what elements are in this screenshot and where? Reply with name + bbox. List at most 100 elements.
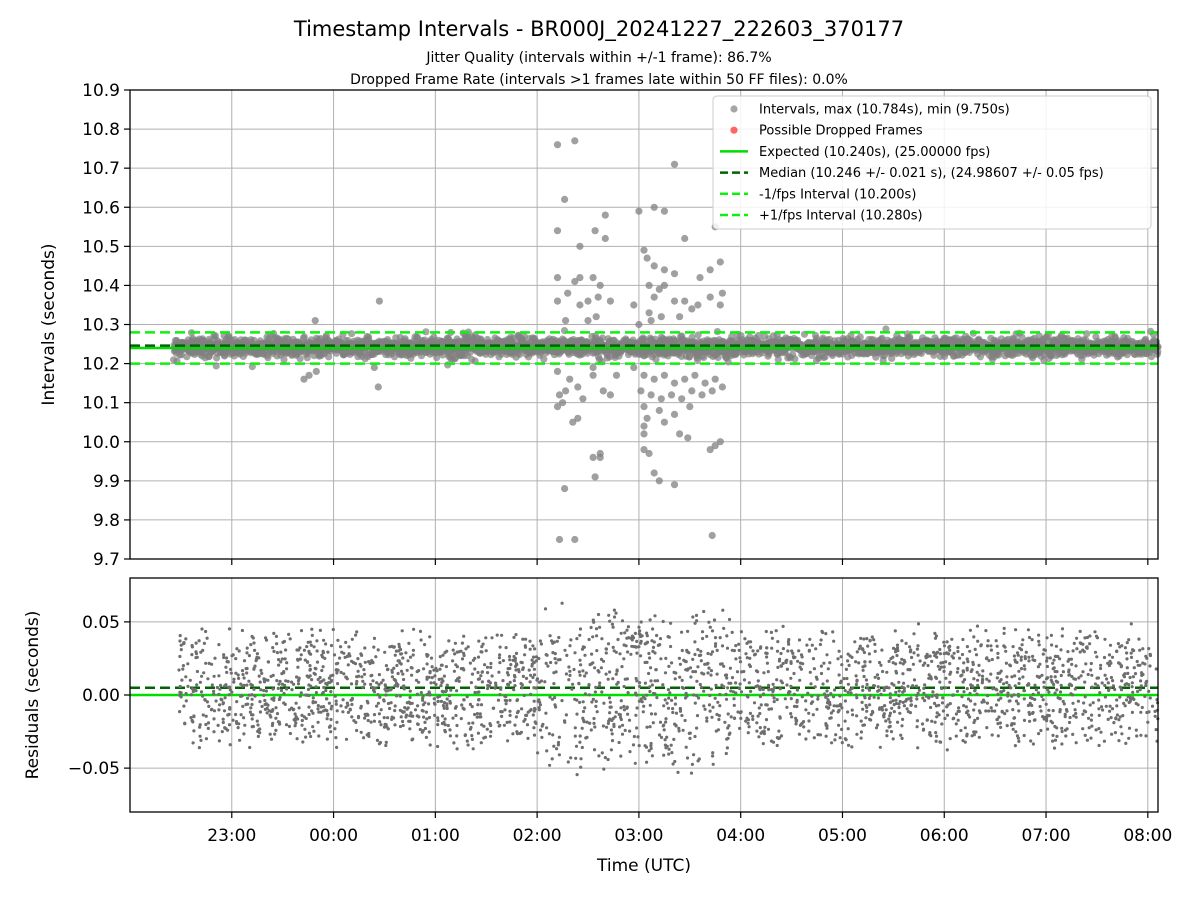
residual-point	[939, 661, 943, 665]
residual-point	[1108, 704, 1112, 708]
residual-point	[643, 660, 647, 665]
residual-point	[335, 671, 339, 675]
residual-point	[570, 687, 574, 691]
residual-point	[300, 713, 304, 718]
residual-point	[333, 694, 337, 698]
residual-point	[986, 694, 990, 698]
residual-point	[274, 728, 278, 733]
residual-point	[537, 708, 541, 712]
residual-point	[1017, 669, 1021, 673]
residual-point	[972, 708, 976, 712]
residual-point	[933, 720, 937, 724]
residual-point	[1082, 709, 1086, 713]
residual-point	[829, 692, 833, 696]
residual-point	[310, 678, 314, 682]
residual-point	[1116, 642, 1120, 646]
residual-point	[781, 624, 785, 629]
residual-point	[231, 718, 235, 722]
residual-point	[645, 640, 650, 644]
interval-outlier-point	[630, 363, 638, 372]
residual-point	[717, 717, 721, 722]
residual-point	[996, 692, 1000, 696]
residual-point	[677, 726, 681, 731]
residual-point	[408, 655, 413, 659]
residual-point	[1005, 709, 1009, 713]
residual-point	[942, 652, 946, 656]
residual-point	[393, 653, 397, 657]
residual-point	[316, 677, 320, 682]
residual-point	[934, 675, 938, 679]
residual-point	[966, 697, 971, 701]
residual-point	[405, 668, 409, 672]
residual-point	[659, 657, 663, 661]
residual-point	[1127, 726, 1132, 730]
residual-point	[838, 736, 842, 740]
residual-point	[1094, 728, 1098, 732]
residual-point	[594, 699, 598, 704]
residual-point	[744, 652, 748, 656]
residual-point	[839, 679, 843, 683]
residual-point	[267, 709, 271, 713]
residual-point	[873, 642, 877, 647]
residual-point	[1060, 729, 1064, 734]
residual-point	[253, 648, 257, 653]
interval-outlier-point	[591, 227, 599, 235]
residual-point	[1041, 698, 1045, 702]
interval-outlier-point	[553, 227, 562, 235]
residual-point	[583, 692, 588, 696]
residual-point	[369, 682, 373, 687]
residual-point	[212, 717, 216, 721]
residual-point	[606, 677, 610, 681]
interval-outlier-point	[688, 305, 696, 313]
residual-point	[428, 635, 432, 639]
residual-point	[470, 737, 474, 742]
residual-point	[1046, 688, 1050, 692]
residual-point	[968, 649, 972, 653]
residual-point	[746, 721, 750, 725]
residual-point	[802, 720, 806, 724]
residual-point	[595, 649, 599, 653]
residual-point	[680, 678, 684, 683]
residual-point	[854, 693, 859, 697]
residual-point	[341, 710, 345, 714]
residual-point	[846, 710, 850, 714]
residual-point	[307, 712, 311, 717]
residual-point	[1071, 732, 1075, 737]
residual-point	[724, 751, 728, 756]
residual-point	[918, 659, 922, 663]
residual-point	[942, 640, 946, 644]
residual-point	[339, 704, 343, 708]
residual-point	[763, 725, 767, 730]
residual-point	[887, 686, 891, 690]
residual-point	[885, 734, 889, 738]
residual-point	[1011, 727, 1015, 731]
residual-point	[242, 732, 246, 736]
residual-point	[940, 722, 944, 726]
residual-point	[738, 682, 742, 686]
residual-point	[648, 725, 652, 729]
residual-point	[930, 659, 934, 664]
residual-point	[1127, 638, 1131, 642]
residual-point	[713, 696, 717, 700]
residual-point	[1122, 701, 1126, 706]
residual-point	[457, 679, 461, 683]
interval-outlier-point	[701, 379, 709, 387]
residual-point	[227, 723, 232, 727]
residual-point	[973, 647, 977, 652]
residual-point	[730, 630, 734, 635]
residual-point	[1107, 688, 1111, 693]
residual-point	[945, 748, 949, 752]
residual-point	[653, 614, 657, 618]
residual-point	[819, 671, 824, 676]
residual-point	[581, 709, 586, 714]
residual-point	[880, 648, 884, 652]
residual-point	[1112, 721, 1116, 725]
residual-point	[711, 762, 715, 766]
residual-point	[622, 708, 627, 712]
interval-point	[296, 355, 304, 363]
residual-point	[377, 673, 381, 677]
residual-point	[758, 685, 762, 689]
residual-point	[976, 639, 980, 643]
residual-point	[976, 716, 980, 721]
residual-point	[625, 705, 629, 709]
